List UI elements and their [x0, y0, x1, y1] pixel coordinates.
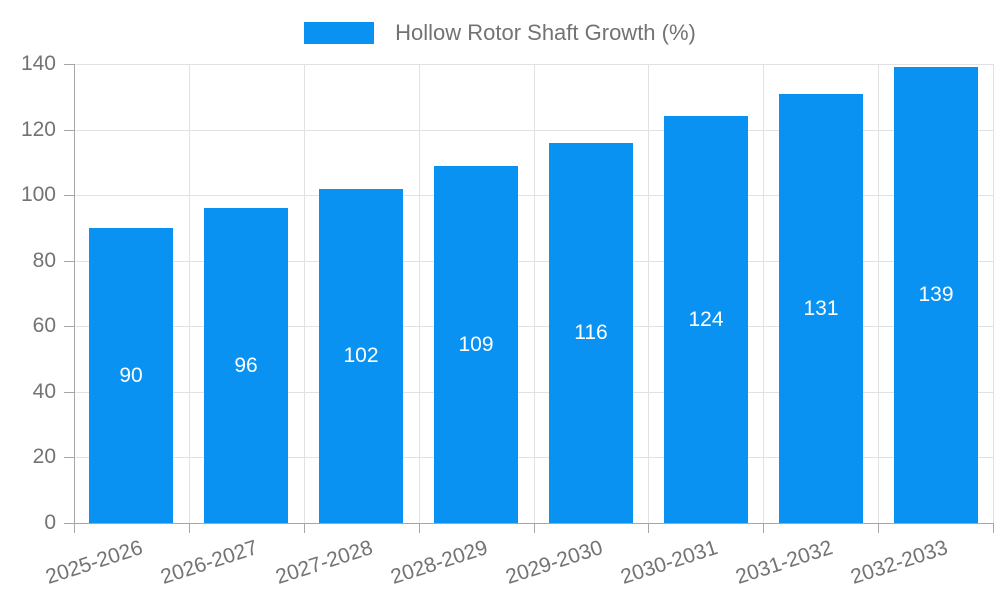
gridline-horizontal — [74, 64, 993, 65]
bar-2032-2033[interactable]: 139 — [894, 67, 978, 523]
bar-2031-2032[interactable]: 131 — [779, 94, 863, 523]
gridline-horizontal — [74, 392, 993, 393]
gridline-vertical — [189, 64, 190, 523]
bar-value-label: 102 — [343, 344, 379, 367]
gridline-horizontal — [74, 457, 993, 458]
bar-value-label: 131 — [803, 296, 839, 320]
x-axis-tick — [304, 523, 305, 533]
x-axis-category-label: 2032-2033 — [847, 536, 951, 589]
x-axis-category-label: 2030-2031 — [617, 536, 721, 589]
x-axis-tick — [534, 523, 535, 533]
gridline-horizontal — [74, 261, 993, 262]
bar-2025-2026[interactable]: 90 — [89, 228, 173, 523]
y-axis-tick — [64, 195, 74, 196]
bar-2028-2029[interactable]: 109 — [434, 166, 518, 523]
x-axis-tick — [763, 523, 764, 533]
y-axis-tick-label: 40 — [32, 380, 56, 403]
bar-value-label: 139 — [918, 283, 954, 306]
bar-2027-2028[interactable]: 102 — [319, 189, 403, 523]
gridline-horizontal — [74, 326, 993, 327]
y-axis-tick — [64, 457, 74, 458]
bar-2026-2027[interactable]: 96 — [204, 208, 288, 523]
bar-2030-2031[interactable]: 124 — [664, 116, 748, 523]
bar-2029-2030[interactable]: 116 — [549, 143, 633, 523]
gridline-vertical — [419, 64, 420, 523]
x-axis-tick — [419, 523, 420, 533]
gridline-horizontal — [74, 130, 993, 131]
gridline-vertical — [763, 64, 764, 523]
bar-value-label: 90 — [119, 363, 143, 387]
gridline-vertical — [993, 64, 994, 523]
y-axis-tick-label: 80 — [32, 249, 56, 272]
y-axis-tick-label: 140 — [20, 52, 56, 75]
y-axis-tick — [64, 130, 74, 131]
legend-label: Hollow Rotor Shaft Growth (%) — [395, 20, 696, 45]
x-axis-line — [74, 523, 993, 524]
x-axis-category-label: 2029-2030 — [502, 536, 606, 589]
x-axis-category-label: 2031-2032 — [732, 536, 836, 589]
y-axis-tick-label: 100 — [20, 183, 56, 206]
x-axis-tick — [189, 523, 190, 533]
bar-value-label: 124 — [688, 307, 724, 331]
y-axis-tick-label: 20 — [32, 445, 56, 468]
bar-value-label: 116 — [574, 321, 608, 344]
bar-value-label: 109 — [458, 332, 494, 356]
x-axis-tick — [74, 523, 75, 533]
y-axis-line — [74, 64, 75, 523]
gridline-vertical — [534, 64, 535, 523]
x-axis-tick — [993, 523, 994, 533]
y-axis-tick — [64, 261, 74, 262]
gridline-vertical — [648, 64, 649, 523]
legend-swatch — [304, 22, 375, 44]
x-axis-tick — [878, 523, 879, 533]
x-axis-tick — [648, 523, 649, 533]
y-axis-tick-label: 60 — [32, 314, 56, 337]
gridline-vertical — [878, 64, 879, 523]
x-axis-category-label: 2026-2027 — [157, 536, 261, 589]
y-axis-tick — [64, 392, 74, 393]
y-axis-tick — [64, 523, 74, 524]
x-axis-category-label: 2027-2028 — [272, 536, 376, 589]
bar-value-label: 96 — [234, 353, 258, 377]
gridline-vertical — [304, 64, 305, 523]
y-axis-tick — [64, 64, 74, 65]
x-axis-category-label: 2025-2026 — [42, 536, 146, 589]
legend[interactable]: Hollow Rotor Shaft Growth (%) — [0, 20, 1000, 46]
y-axis-tick — [64, 326, 74, 327]
x-axis-category-label: 2028-2029 — [387, 536, 491, 589]
gridline-horizontal — [74, 195, 993, 196]
y-axis-tick-label: 120 — [20, 118, 56, 141]
y-axis-tick-label: 0 — [44, 511, 56, 534]
